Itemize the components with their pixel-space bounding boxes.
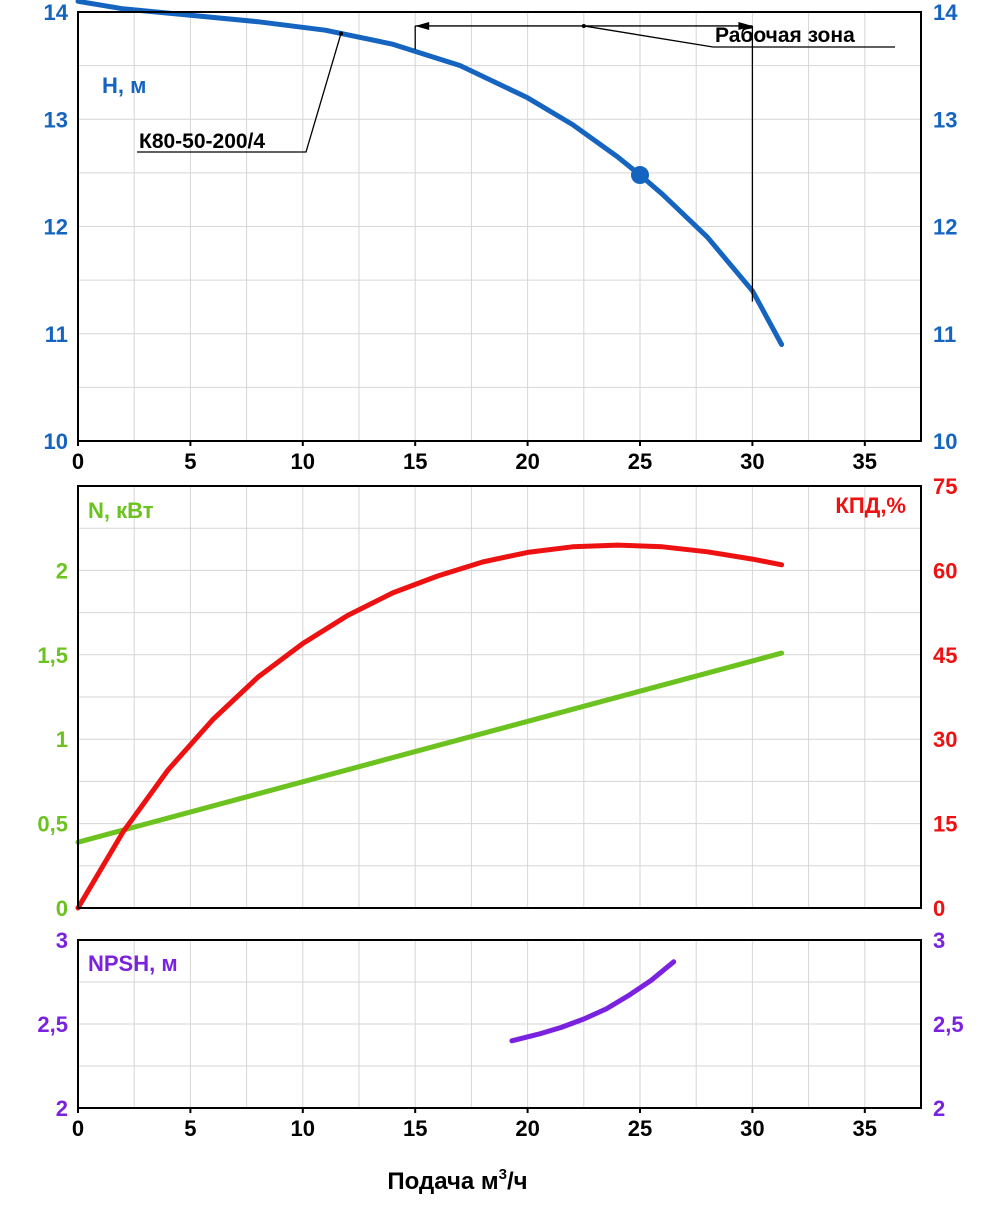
power-axis-label: N, кВт bbox=[88, 498, 154, 523]
head-xtick-label: 0 bbox=[72, 449, 84, 474]
npsh-curve bbox=[509, 959, 677, 1044]
power-curve bbox=[75, 650, 785, 845]
head-axis-label: H, м bbox=[102, 73, 146, 98]
npsh-ytick-left: 3 bbox=[56, 928, 68, 953]
power-ytick-left: 0 bbox=[56, 896, 68, 921]
head-ytick-right: 13 bbox=[933, 107, 957, 132]
head-xtick-label: 10 bbox=[291, 449, 315, 474]
head-ytick-right: 14 bbox=[933, 0, 958, 25]
npsh-xtick-label: 20 bbox=[515, 1116, 539, 1141]
efficiency-axis-label: КПД,% bbox=[835, 493, 906, 518]
npsh-xtick-label: 15 bbox=[403, 1116, 427, 1141]
npsh-xtick-label: 30 bbox=[740, 1116, 764, 1141]
head-xtick-label: 25 bbox=[628, 449, 652, 474]
npsh-xtick-label: 10 bbox=[291, 1116, 315, 1141]
operating-zone-leader bbox=[583, 25, 895, 48]
npsh-xtick-label: 35 bbox=[853, 1116, 877, 1141]
efficiency-ytick-right: 45 bbox=[933, 643, 957, 668]
power-ytick-left: 2 bbox=[56, 558, 68, 583]
npsh-ytick-right: 2 bbox=[933, 1096, 945, 1121]
efficiency-curve bbox=[75, 542, 785, 911]
head-xtick-label: 30 bbox=[740, 449, 764, 474]
x-axis-label-main: Подача м bbox=[387, 1168, 498, 1195]
head-ytick-left: 12 bbox=[44, 215, 68, 240]
x-axis-label-sup: 3 bbox=[499, 1166, 507, 1183]
head-xtick-label: 15 bbox=[403, 449, 427, 474]
operating-zone-arrow-left bbox=[415, 21, 430, 30]
npsh-ytick-right: 2,5 bbox=[933, 1012, 964, 1037]
npsh-xtick-label: 5 bbox=[184, 1116, 196, 1141]
head-ytick-right: 11 bbox=[933, 322, 956, 347]
head-xtick-label: 5 bbox=[184, 449, 196, 474]
efficiency-ytick-right: 60 bbox=[933, 558, 957, 583]
head-curve bbox=[75, 0, 785, 347]
x-axis-label: Подача м3/ч bbox=[387, 1166, 527, 1195]
head-ytick-right: 10 bbox=[933, 429, 957, 454]
head-ytick-left: 11 bbox=[45, 322, 68, 347]
head-ytick-right: 12 bbox=[933, 215, 957, 240]
npsh-ytick-left: 2,5 bbox=[37, 1012, 68, 1037]
operating-zone-arrow-right bbox=[738, 21, 753, 30]
efficiency-ytick-right: 30 bbox=[933, 727, 957, 752]
head-ytick-left: 13 bbox=[44, 107, 68, 132]
pump-label-leader bbox=[137, 33, 342, 153]
power-ytick-left: 0,5 bbox=[37, 812, 68, 837]
operating-zone-label: Рабочая зона bbox=[715, 24, 855, 47]
npsh-xtick-label: 0 bbox=[72, 1116, 84, 1141]
head-xtick-label: 35 bbox=[853, 449, 877, 474]
frame-layer bbox=[77, 11, 922, 1113]
x-axis-label-tail: /ч bbox=[507, 1168, 528, 1195]
head-frame bbox=[77, 11, 922, 442]
power-ytick-left: 1 bbox=[56, 727, 68, 752]
series-layer bbox=[75, 0, 895, 1044]
efficiency-ytick-right: 75 bbox=[933, 474, 957, 499]
npsh-xtick-label: 25 bbox=[628, 1116, 652, 1141]
pump-model-label: К80-50-200/4 bbox=[139, 130, 265, 153]
power-ytick-left: 1,5 bbox=[37, 643, 68, 668]
pe-frame bbox=[77, 485, 922, 909]
head-xtick-label: 20 bbox=[515, 449, 539, 474]
npsh-ytick-right: 3 bbox=[933, 928, 945, 953]
efficiency-ytick-right: 0 bbox=[933, 896, 945, 921]
npsh-frame bbox=[77, 939, 922, 1109]
efficiency-ytick-right: 15 bbox=[933, 812, 957, 837]
npsh-ytick-left: 2 bbox=[56, 1096, 68, 1121]
head-ytick-left: 10 bbox=[44, 429, 68, 454]
operating-point bbox=[631, 166, 649, 185]
head-ytick-left: 14 bbox=[44, 0, 69, 25]
npsh-axis-label: NPSH, м bbox=[88, 951, 178, 976]
